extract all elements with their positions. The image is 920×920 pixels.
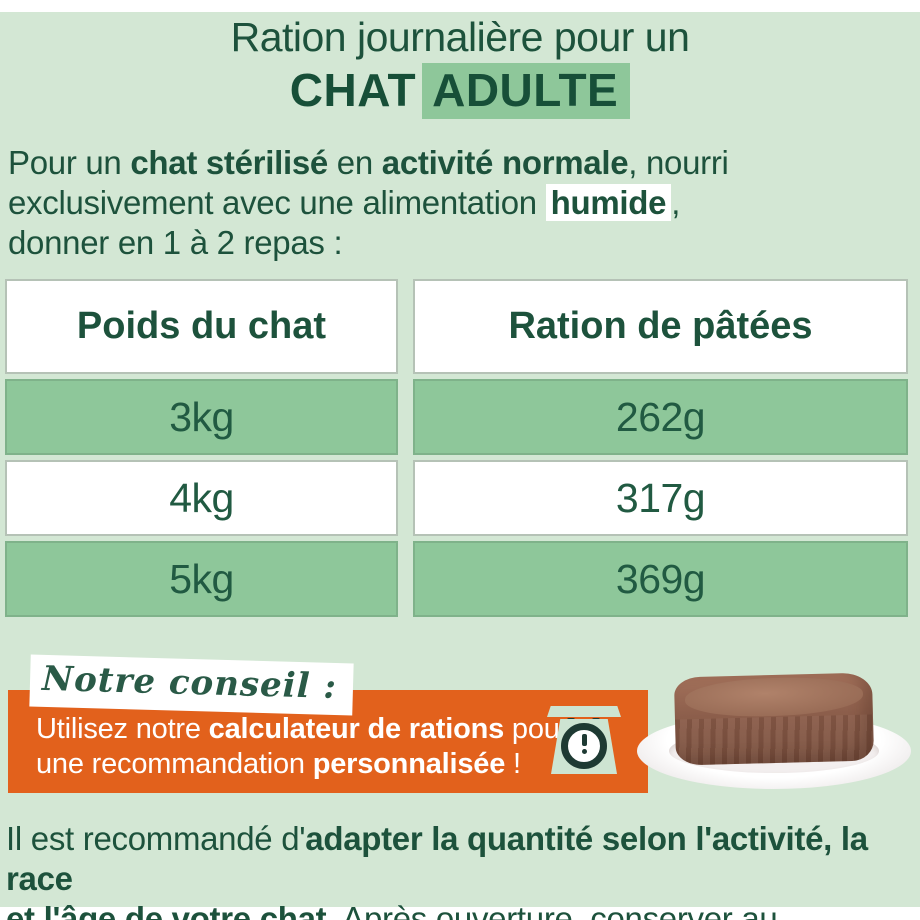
table-row-3-weight: 5kg [5,541,398,617]
kitchen-scale-icon [546,706,622,774]
footer-paragraph: Il est recommandé d'adapter la quantité … [6,819,920,920]
footer-line-2: et l'âge de votre chat. Après ouverture,… [6,900,778,920]
pate-on-plate-image [637,672,914,797]
intro-line-3: donner en 1 à 2 repas : [8,224,343,261]
advice-text: Utilisez notre calculateur de rations po… [36,712,569,782]
title-block: Ration journalière pour un CHAT ADULTE [0,12,920,119]
scale-tray [547,706,621,717]
intro-paragraph: Pour un chat stérilisé en activité norma… [8,143,920,263]
scale-dot [581,749,587,754]
page-background: Ration journalière pour un CHAT ADULTE Po… [0,12,920,920]
humide-highlight: humide [545,184,672,221]
table-row-2-weight: 4kg [5,460,398,536]
table-row-1-ration: 262g [413,379,908,455]
advice-line-1: Utilisez notre calculateur de rations po… [36,713,570,745]
table-header-weight: Poids du chat [5,279,398,374]
page-subtitle: CHAT ADULTE [0,63,920,119]
table-row-2-ration: 317g [413,460,908,536]
scale-dial [561,723,607,769]
ration-table: Poids du chat Ration de pâtées 3kg 262g … [5,279,908,617]
intro-line-1: Pour un chat stérilisé en activité norma… [8,144,729,181]
intro-line-2: exclusivement avec une alimentation humi… [8,184,681,221]
table-row-3-ration: 369g [413,541,908,617]
scale-needle [581,734,587,746]
advice-line-2: une recommandation personnalisée ! [36,748,521,780]
subtitle-plain: CHAT [289,64,417,116]
advice-label: Notre conseil : [29,654,354,716]
advice-section: Notre conseil : Utilisez notre calculate… [0,653,920,805]
table-header-ration: Ration de pâtées [413,279,908,374]
subtitle-highlight: ADULTE [422,63,631,119]
footer-line-1: Il est recommandé d'adapter la quantité … [6,820,868,897]
page-title: Ration journalière pour un [230,14,690,60]
table-row-1-weight: 3kg [5,379,398,455]
